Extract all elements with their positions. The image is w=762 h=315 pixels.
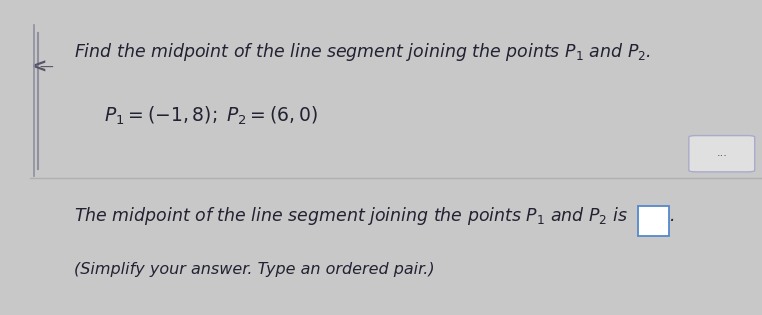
Text: <: < bbox=[30, 58, 46, 77]
Text: The midpoint of the line segment joining the points $P_1$ and $P_2$ is: The midpoint of the line segment joining… bbox=[75, 205, 629, 227]
Text: ...: ... bbox=[716, 148, 727, 158]
Text: Find the midpoint of the line segment joining the points $P_1$ and $P_2$.: Find the midpoint of the line segment jo… bbox=[75, 41, 652, 63]
Text: (Simplify your answer. Type an ordered pair.): (Simplify your answer. Type an ordered p… bbox=[75, 262, 435, 278]
Text: .: . bbox=[670, 207, 675, 225]
Text: $P_1=(-1, 8);\; P_2=(6, 0)$: $P_1=(-1, 8);\; P_2=(6, 0)$ bbox=[104, 105, 318, 127]
FancyBboxPatch shape bbox=[689, 135, 754, 172]
Text: —: — bbox=[40, 60, 53, 75]
FancyBboxPatch shape bbox=[638, 206, 669, 236]
